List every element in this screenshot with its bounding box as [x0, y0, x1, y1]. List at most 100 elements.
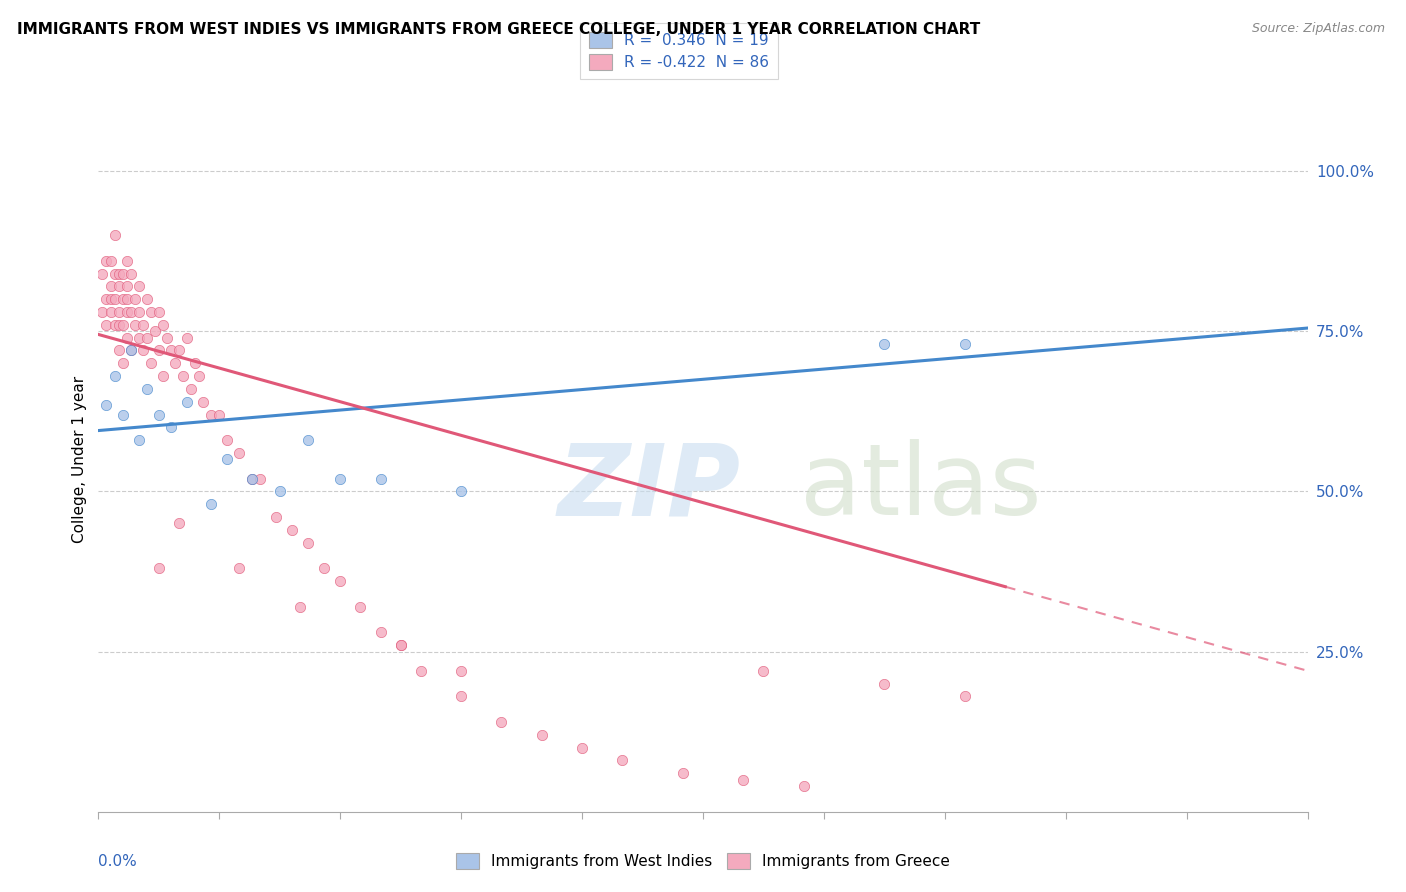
- Point: [228, 446, 250, 460]
- Point: [91, 305, 114, 319]
- Point: [530, 728, 553, 742]
- Point: [160, 420, 183, 434]
- Point: [152, 369, 174, 384]
- Point: [873, 337, 896, 351]
- Point: [103, 292, 125, 306]
- Legend: R =  0.346  N = 19, R = -0.422  N = 86: R = 0.346 N = 19, R = -0.422 N = 86: [579, 23, 778, 79]
- Point: [297, 535, 319, 549]
- Point: [200, 497, 222, 511]
- Y-axis label: College, Under 1 year: College, Under 1 year: [72, 376, 87, 543]
- Point: [128, 279, 150, 293]
- Point: [115, 253, 138, 268]
- Point: [111, 318, 134, 332]
- Point: [111, 356, 134, 370]
- Point: [135, 331, 157, 345]
- Point: [329, 472, 352, 486]
- Point: [180, 382, 202, 396]
- Point: [96, 253, 118, 268]
- Point: [148, 305, 170, 319]
- Point: [228, 561, 250, 575]
- Point: [148, 343, 170, 358]
- Point: [107, 305, 129, 319]
- Point: [115, 292, 138, 306]
- Point: [132, 343, 155, 358]
- Legend: Immigrants from West Indies, Immigrants from Greece: Immigrants from West Indies, Immigrants …: [450, 847, 956, 875]
- Point: [264, 510, 287, 524]
- Point: [148, 561, 170, 575]
- Point: [176, 394, 198, 409]
- Point: [107, 318, 129, 332]
- Point: [107, 267, 129, 281]
- Point: [571, 740, 593, 755]
- Point: [314, 561, 336, 575]
- Point: [124, 318, 146, 332]
- Point: [100, 292, 122, 306]
- Point: [128, 305, 150, 319]
- Point: [103, 369, 125, 384]
- Point: [135, 292, 157, 306]
- Point: [124, 292, 146, 306]
- Point: [139, 305, 162, 319]
- Point: [100, 305, 122, 319]
- Text: 0.0%: 0.0%: [98, 854, 138, 869]
- Point: [953, 337, 976, 351]
- Point: [409, 664, 432, 678]
- Point: [200, 408, 222, 422]
- Point: [115, 331, 138, 345]
- Point: [349, 599, 371, 614]
- Point: [249, 472, 271, 486]
- Point: [217, 452, 239, 467]
- Point: [100, 279, 122, 293]
- Point: [208, 408, 231, 422]
- Point: [115, 279, 138, 293]
- Point: [148, 408, 170, 422]
- Point: [389, 638, 412, 652]
- Point: [120, 305, 142, 319]
- Point: [143, 324, 166, 338]
- Point: [96, 398, 118, 412]
- Point: [167, 343, 190, 358]
- Point: [103, 267, 125, 281]
- Point: [370, 472, 392, 486]
- Point: [100, 253, 122, 268]
- Point: [132, 318, 155, 332]
- Point: [120, 343, 142, 358]
- Point: [672, 766, 695, 780]
- Point: [297, 433, 319, 447]
- Point: [111, 292, 134, 306]
- Point: [120, 343, 142, 358]
- Point: [107, 343, 129, 358]
- Text: atlas: atlas: [800, 439, 1042, 536]
- Point: [96, 292, 118, 306]
- Point: [184, 356, 207, 370]
- Point: [120, 267, 142, 281]
- Point: [115, 305, 138, 319]
- Point: [193, 394, 215, 409]
- Point: [96, 318, 118, 332]
- Point: [733, 772, 755, 787]
- Point: [491, 714, 513, 729]
- Point: [240, 472, 263, 486]
- Text: ZIP: ZIP: [558, 439, 741, 536]
- Point: [450, 484, 472, 499]
- Point: [152, 318, 174, 332]
- Text: IMMIGRANTS FROM WEST INDIES VS IMMIGRANTS FROM GREECE COLLEGE, UNDER 1 YEAR CORR: IMMIGRANTS FROM WEST INDIES VS IMMIGRANT…: [17, 22, 980, 37]
- Point: [107, 279, 129, 293]
- Point: [450, 690, 472, 704]
- Point: [176, 331, 198, 345]
- Point: [167, 516, 190, 531]
- Point: [612, 754, 634, 768]
- Text: Source: ZipAtlas.com: Source: ZipAtlas.com: [1251, 22, 1385, 36]
- Point: [450, 664, 472, 678]
- Point: [111, 408, 134, 422]
- Point: [139, 356, 162, 370]
- Point: [111, 267, 134, 281]
- Point: [752, 664, 775, 678]
- Point: [91, 267, 114, 281]
- Point: [240, 472, 263, 486]
- Point: [135, 382, 157, 396]
- Point: [873, 676, 896, 690]
- Point: [269, 484, 291, 499]
- Point: [281, 523, 304, 537]
- Point: [172, 369, 194, 384]
